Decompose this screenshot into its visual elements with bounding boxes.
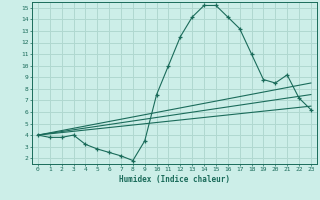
X-axis label: Humidex (Indice chaleur): Humidex (Indice chaleur)	[119, 175, 230, 184]
